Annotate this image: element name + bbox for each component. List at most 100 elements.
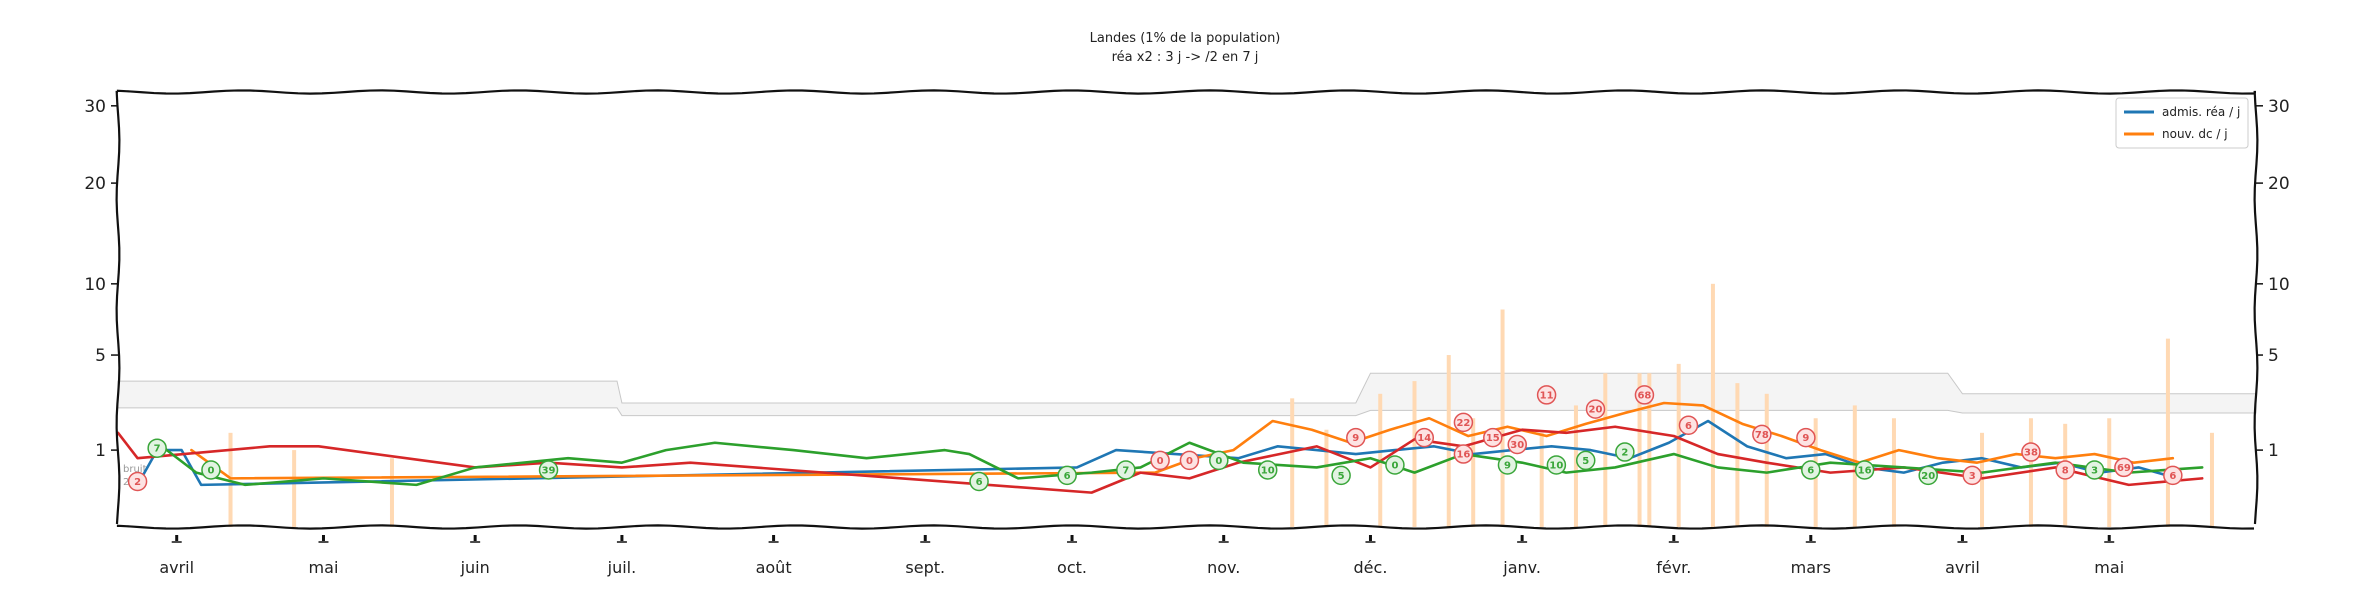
annotation-label: 3 xyxy=(1969,471,1976,482)
frame-bottom xyxy=(116,524,2255,530)
annotation-circle xyxy=(1209,450,1229,471)
daily-bar xyxy=(1471,418,1476,527)
annotation-badge: 3 xyxy=(2084,460,2105,480)
annotation-label: 0 xyxy=(1391,461,1398,472)
x-tick-label: nov. xyxy=(1207,558,1240,577)
annotation-label: 8 xyxy=(2062,465,2069,476)
annotation-badge: 30 xyxy=(1507,434,1527,455)
annotation-circle xyxy=(1575,450,1596,471)
annotation-circle xyxy=(1346,427,1366,448)
daily-bar xyxy=(292,450,297,527)
noise-band xyxy=(117,372,2257,417)
daily-bar xyxy=(2028,418,2033,527)
annotation-label: 20 xyxy=(1921,471,1935,482)
daily-bar xyxy=(1539,432,1544,527)
daily-bar xyxy=(1980,432,1985,527)
annotation-badge: 78 xyxy=(1752,424,1772,445)
x-tick-label: mai xyxy=(309,558,339,577)
annotation-label: 9 xyxy=(1352,433,1359,444)
annotation-label: 9 xyxy=(1802,433,1809,444)
annotation-label: 20 xyxy=(1589,405,1603,416)
annotation-badge: 0 xyxy=(201,460,221,480)
annotation-badge: 6 xyxy=(1057,465,1077,486)
annotation-badge: 39 xyxy=(538,460,559,480)
annotation-circle xyxy=(538,460,559,480)
annotation-circle xyxy=(1507,434,1527,455)
annotation-circle xyxy=(1385,455,1405,475)
y-axis-right: 1 5 10 20 30 xyxy=(2256,97,2290,461)
annotation-circle xyxy=(1057,465,1077,486)
annotation-badge: 5 xyxy=(1575,450,1596,471)
annotation-label: 6 xyxy=(1064,471,1071,482)
y-tick-label-right: 30 xyxy=(2268,97,2290,117)
annotation-label: 3 xyxy=(2091,465,2098,476)
annotation-circle xyxy=(1497,455,1518,475)
annotation-label: 78 xyxy=(1755,430,1769,441)
annotation-label: 15 xyxy=(1486,433,1500,444)
annotation-circle xyxy=(2163,465,2183,486)
annotation-label: 6 xyxy=(2169,471,2176,482)
x-tick-label: août xyxy=(756,558,792,577)
annotation-badge: 0 xyxy=(1150,450,1170,471)
annotation-circle xyxy=(1536,385,1557,405)
daily-bar xyxy=(1764,393,1769,527)
frame-top xyxy=(116,89,2255,95)
annotation-circle xyxy=(1801,460,1821,480)
y-tick-label-left: 20 xyxy=(84,174,106,194)
annotation-label: 5 xyxy=(1338,471,1345,482)
annotation-label: 9 xyxy=(1504,461,1511,472)
annotation-circle xyxy=(147,438,167,458)
annotation-badge: 7 xyxy=(147,438,167,458)
annotation-label: 6 xyxy=(1807,465,1814,476)
x-axis: avril mai juin juil. août sept. oct. nov. déc. ja… xyxy=(159,535,2124,577)
x-tick-label: sept. xyxy=(905,558,945,577)
annotation-badge: 14 xyxy=(1414,427,1435,448)
annotation-label: 38 xyxy=(2024,448,2038,459)
annotation-label: 22 xyxy=(1456,418,1470,429)
daily-bar xyxy=(2209,432,2214,527)
x-tick-label: juil. xyxy=(607,558,637,577)
annotation-label: 7 xyxy=(1122,465,1129,476)
x-tick-label: juin xyxy=(460,558,490,577)
annotation-label: 69 xyxy=(2117,463,2131,474)
daily-bar xyxy=(1573,405,1578,527)
daily-bar xyxy=(1603,373,1608,527)
annotation-badge: 0 xyxy=(1209,450,1229,471)
y-tick-label-right: 1 xyxy=(2268,441,2279,461)
annotation-circle xyxy=(1414,427,1435,448)
annotation-label: 68 xyxy=(1637,390,1651,401)
annotation-circle xyxy=(2114,457,2134,478)
annotation-badge: 9 xyxy=(1796,427,1816,448)
annotation-label: 16 xyxy=(1858,465,1872,476)
annotation-circle xyxy=(1257,460,1278,480)
noise-band-area xyxy=(117,372,2257,417)
chart-titles: Landes (1% de la population) réa x2 : 3 … xyxy=(1090,31,1281,65)
annotation-badge: 9 xyxy=(1497,455,1518,475)
daily-bar xyxy=(1446,355,1451,527)
x-tick-label: avril xyxy=(1945,558,1980,577)
annotation-circle xyxy=(1546,455,1567,475)
annotation-badge: 69 xyxy=(2114,457,2134,478)
annotation-badge: 8 xyxy=(2055,460,2075,480)
annotation-badge: 0 xyxy=(1179,450,1200,471)
y-tick-label-right: 10 xyxy=(2268,275,2290,295)
x-tick-label: oct. xyxy=(1057,558,1087,577)
x-tick-label: mai xyxy=(2094,558,2124,577)
annotation-label: 6 xyxy=(976,477,983,488)
annotation-badge: 5 xyxy=(1331,465,1351,486)
annotation-label: 39 xyxy=(542,465,556,476)
annotation-circle xyxy=(1752,424,1772,445)
annotation-badge: 6 xyxy=(1801,460,1821,480)
x-tick-label: févr. xyxy=(1656,558,1691,577)
daily-bar xyxy=(1412,381,1417,527)
frame-left xyxy=(115,90,121,525)
daily-bar xyxy=(1500,309,1505,527)
annotation-label: 11 xyxy=(1540,390,1554,401)
series-line-1 xyxy=(190,401,2175,480)
annotation-circle xyxy=(1796,427,1816,448)
annotation-label: 5 xyxy=(1582,456,1589,467)
annotation-badge: 11 xyxy=(1536,385,1557,405)
y-axis-left: 1 5 10 20 30 xyxy=(84,97,118,461)
annotation-badge: 20 xyxy=(1585,399,1606,419)
